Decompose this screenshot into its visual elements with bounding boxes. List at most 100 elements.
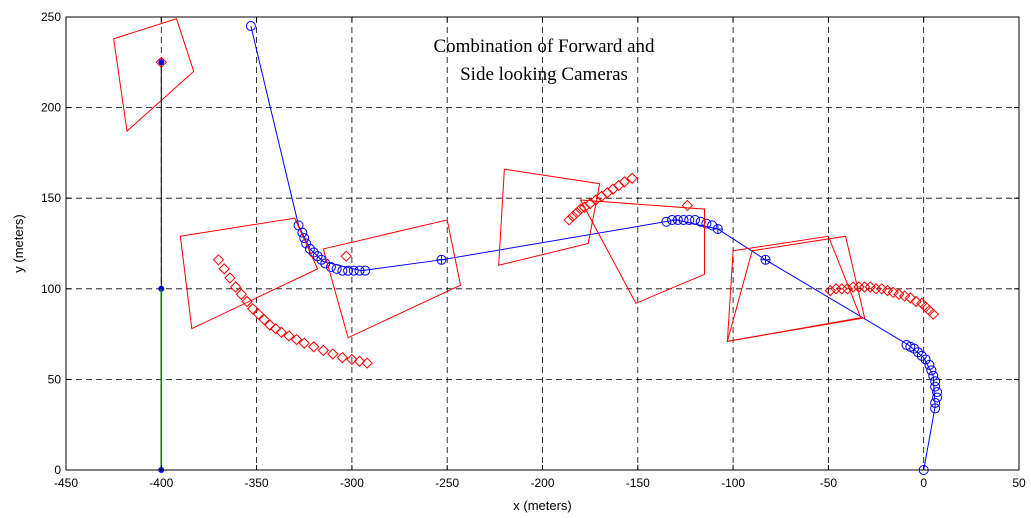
ticks: -450 -400 -350 -300 -250 -200 -150 -100 -50 0 50 0 5… — [41, 10, 1026, 490]
x-tick-label: -100 — [721, 476, 745, 490]
target-estimate-marker — [898, 290, 911, 302]
camera-position-marker — [354, 265, 365, 276]
camera-position-marker — [360, 265, 371, 276]
camera-position-marker — [920, 354, 931, 365]
camera-position-marker — [924, 359, 935, 370]
target-estimate-marker — [269, 322, 282, 335]
camera-position-marker — [912, 347, 923, 358]
camera-position-marker — [320, 258, 331, 269]
target-estimate-marker — [893, 288, 905, 300]
camera-position-marker — [661, 216, 672, 227]
y-tick-label: 250 — [41, 10, 61, 24]
camera-footprint-polygon — [322, 219, 462, 339]
target-estimate-marker — [224, 272, 236, 284]
camera-position-marker — [930, 376, 941, 387]
camera-position-marker — [684, 214, 695, 225]
target-estimate-marker — [574, 203, 587, 215]
camera-position-marker — [712, 224, 723, 235]
target-estimate-marker — [841, 283, 854, 295]
target-estimate-marker — [910, 295, 922, 308]
camera-position-marker — [701, 218, 712, 229]
camera-position-marker — [930, 381, 941, 392]
series-camera-footprints — [113, 18, 866, 342]
camera-position-marker — [695, 216, 706, 227]
camera-position-marker — [308, 247, 319, 258]
target-estimate-marker — [264, 319, 276, 331]
target-estimate-marker — [247, 303, 259, 315]
camera-footprint-polygon — [113, 18, 195, 133]
camera-position-marker — [436, 254, 447, 265]
x-tick-label: 0 — [920, 476, 927, 490]
key-position-marker — [761, 255, 770, 264]
target-estimate-marker — [618, 176, 631, 188]
target-estimate-marker — [927, 308, 939, 320]
target-estimate-marker — [308, 341, 320, 353]
x-tick-label: -150 — [626, 476, 650, 490]
x-tick-label: -250 — [435, 476, 459, 490]
target-estimate-marker — [567, 210, 579, 223]
camera-position-marker — [325, 262, 336, 273]
y-tick-label: 50 — [48, 372, 62, 386]
target-estimate-marker — [881, 284, 894, 297]
y-tick-label: 150 — [41, 191, 61, 205]
camera-position-marker — [932, 387, 943, 398]
x-tick-label: -300 — [340, 476, 364, 490]
target-estimate-marker — [212, 254, 225, 266]
x-tick-label: -350 — [245, 476, 269, 490]
target-estimate-marker — [290, 333, 303, 346]
data-layer — [113, 18, 943, 475]
chart-title-line-2: Side looking Cameras — [460, 64, 628, 85]
y-tick-label: 100 — [41, 282, 61, 296]
target-estimate-marker — [229, 281, 242, 293]
camera-position-marker — [930, 397, 941, 408]
x-tick-label: -50 — [820, 476, 838, 490]
target-estimate-marker — [241, 295, 253, 308]
target-estimate-marker — [336, 351, 349, 364]
camera-position-marker — [348, 265, 359, 276]
x-tick-label: -200 — [530, 476, 554, 490]
camera-position-marker — [304, 243, 315, 254]
camera-footprint-polygon — [579, 199, 706, 304]
camera-position-marker — [926, 365, 937, 376]
target-estimate-marker — [275, 326, 288, 338]
camera-footprint-polygon — [726, 235, 866, 342]
key-position-marker — [671, 215, 680, 224]
x-tick-label: -400 — [149, 476, 173, 490]
target-estimate-marker — [353, 355, 366, 367]
chart-title-line-1: Combination of Forward and — [433, 36, 655, 57]
target-estimate-marker — [904, 292, 917, 304]
target-estimate-marker — [870, 283, 882, 295]
x-axis-label: x (meters) — [513, 498, 572, 513]
target-estimate-marker — [361, 357, 373, 369]
camera-footprint-polygon — [179, 217, 319, 330]
camera-position-marker — [932, 392, 943, 403]
camera-position-marker — [299, 233, 310, 244]
camera-position-marker — [707, 220, 718, 231]
target-estimate-marker — [283, 330, 295, 342]
target-estimate-marker — [836, 283, 848, 295]
target-estimate-marker — [563, 214, 575, 226]
target-estimate-marker — [681, 199, 694, 212]
series-target-estimates — [155, 56, 939, 369]
target-estimate-marker — [298, 337, 310, 349]
target-estimate-marker — [327, 348, 339, 360]
target-estimate-marker — [346, 353, 358, 366]
y-tick-label: 200 — [41, 101, 61, 115]
camera-position-marker — [301, 238, 312, 249]
x-tick-label: 50 — [1012, 476, 1026, 490]
camera-position-marker — [930, 403, 941, 414]
camera-position-marker — [928, 370, 939, 381]
target-estimate-marker — [317, 344, 330, 357]
camera-position-marker — [343, 265, 354, 276]
target-estimate-marker — [218, 263, 230, 275]
camera-position-marker — [901, 339, 912, 350]
camera-footprint-polygon — [726, 235, 862, 342]
camera-footprint-polygon — [498, 168, 601, 266]
target-estimate-marker — [571, 206, 583, 219]
target-estimate-marker — [858, 281, 871, 293]
series-key-positions — [437, 215, 770, 264]
plot-area: -450 -400 -350 -300 -250 -200 -150 -100 -50 0 50 0 5… — [41, 10, 1026, 490]
y-axis-label: y (meters) — [11, 214, 26, 273]
camera-position-marker — [689, 214, 700, 225]
